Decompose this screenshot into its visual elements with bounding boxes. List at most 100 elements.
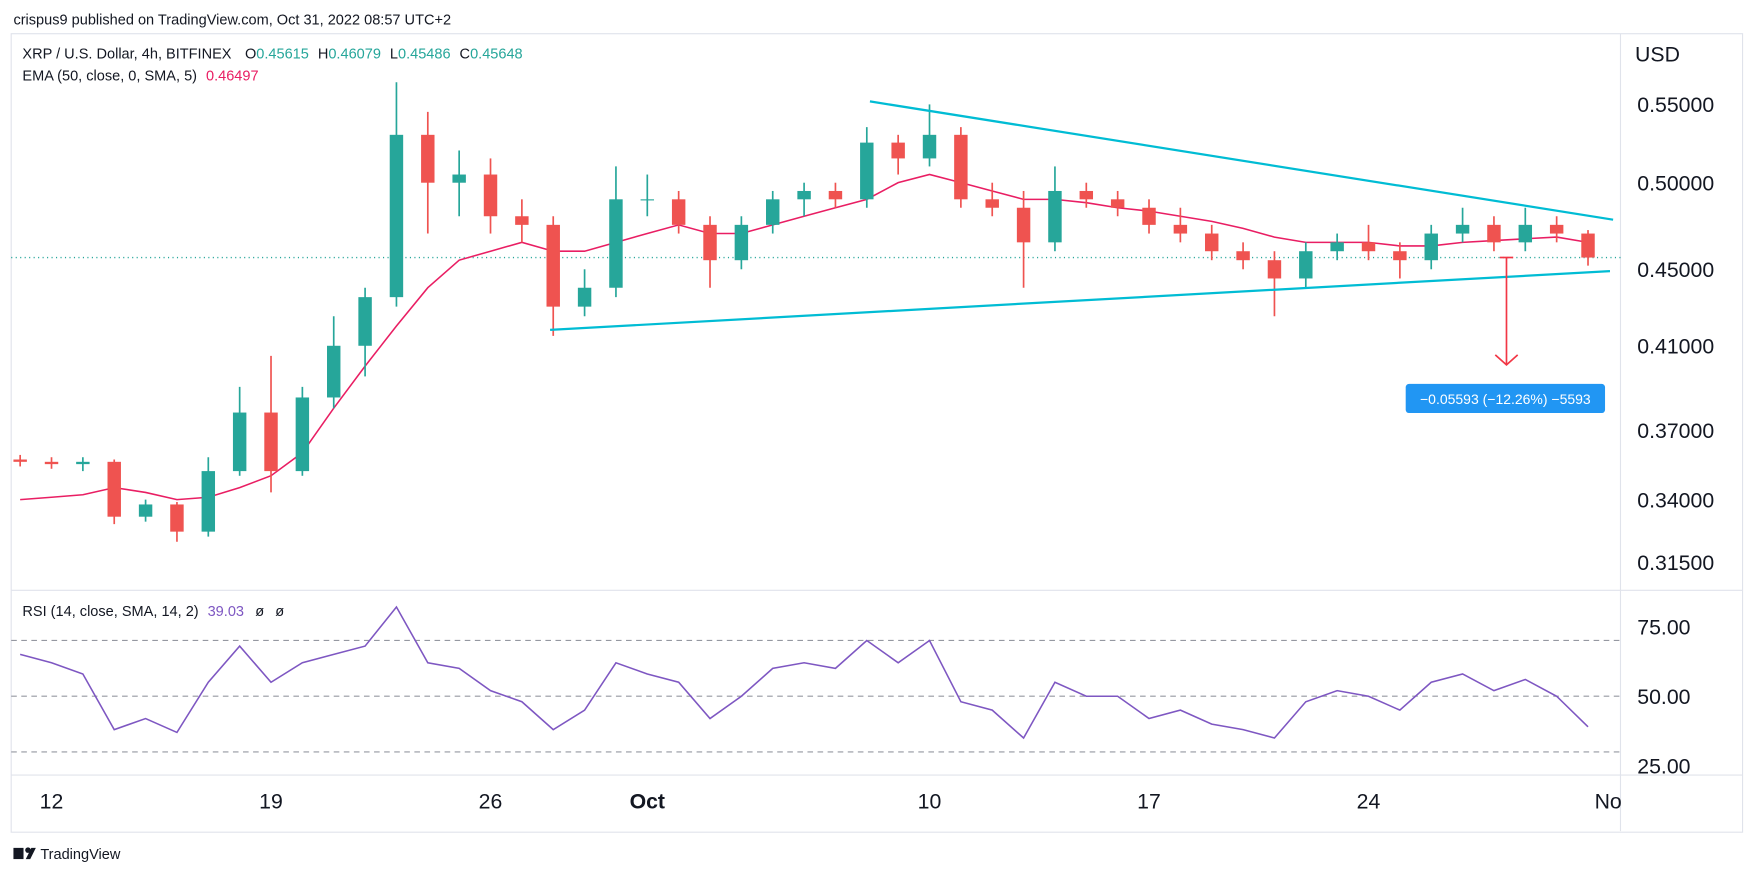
legend-key: H xyxy=(318,46,329,62)
candle-body xyxy=(1236,251,1250,261)
candle-body xyxy=(828,190,843,200)
y-tick-label: 50.00 xyxy=(1637,685,1690,709)
x-tick-label: 10 xyxy=(918,790,942,814)
candle-body xyxy=(1079,190,1094,200)
candle-body xyxy=(358,297,372,346)
legend-name: RSI (14, close, SMA, 14, 2) xyxy=(22,604,198,620)
legend: EMA (50, close, 0, SMA, 5) 0.46497 xyxy=(22,69,258,85)
candle-body xyxy=(1549,224,1564,234)
candle-body xyxy=(327,345,341,398)
header: crispus9 published on TradingView.com, O… xyxy=(13,13,451,29)
candle-body xyxy=(860,142,874,200)
candle-body xyxy=(1581,233,1595,258)
candle-body xyxy=(1361,242,1376,252)
candle-body xyxy=(1173,224,1188,234)
legend-extra: ø xyxy=(275,604,284,620)
legend-title: XRP / U.S. Dollar, 4h, BITFINEX xyxy=(22,46,231,62)
measure-arrowhead xyxy=(1494,354,1519,367)
y-tick-label: 0.31500 xyxy=(1637,551,1714,575)
candle-body xyxy=(1518,224,1533,243)
candle-body xyxy=(734,224,749,261)
trendline xyxy=(869,100,1614,221)
candle-body xyxy=(76,461,90,465)
candle-body xyxy=(1142,207,1156,225)
candle-body xyxy=(577,287,592,307)
x-tick-label: 12 xyxy=(40,790,64,814)
y-tick-label: 0.41000 xyxy=(1637,335,1714,359)
candle-body xyxy=(107,461,121,517)
measure-label: −0.05593 (−12.26%) −5593 xyxy=(1420,391,1591,407)
candle-body xyxy=(766,199,780,225)
trendline xyxy=(550,269,1611,332)
candle-body xyxy=(546,224,560,307)
legend-extra: ø xyxy=(255,604,264,620)
legend-value: 0.46079 xyxy=(328,46,381,62)
y-tick-label: 0.55000 xyxy=(1637,93,1714,117)
candle-body xyxy=(452,174,466,183)
candle-body xyxy=(295,397,310,472)
candle-body xyxy=(138,504,153,517)
candle-body xyxy=(421,134,435,183)
y-tick-label: 0.45000 xyxy=(1637,258,1714,282)
x-tick-label: 24 xyxy=(1357,790,1381,814)
candle-body xyxy=(1205,233,1219,252)
measure-label-box xyxy=(1405,383,1606,414)
candle-body xyxy=(515,216,529,225)
legend-key: L xyxy=(390,46,398,62)
candle-body xyxy=(797,190,811,200)
footer: TradingView xyxy=(40,847,121,863)
candle-body xyxy=(1424,233,1438,261)
candle-body xyxy=(264,412,278,472)
candle-body xyxy=(954,134,968,200)
x-tick-label: Oct xyxy=(630,790,665,814)
candle-body xyxy=(1110,199,1125,208)
legend-name: EMA (50, close, 0, SMA, 5) xyxy=(22,69,197,85)
candle-body xyxy=(609,199,623,288)
candle-body xyxy=(985,199,999,208)
candle-body xyxy=(1393,251,1407,261)
candle-body xyxy=(922,134,937,159)
candle-body xyxy=(1016,207,1031,243)
legend: XRP / U.S. Dollar, 4h, BITFINEX O0.45615 H… xyxy=(22,46,522,62)
legend-value: 0.45486 xyxy=(398,46,451,62)
candle-body xyxy=(44,461,59,465)
candle-body xyxy=(671,199,686,225)
y-tick-label: 0.34000 xyxy=(1637,488,1714,512)
y-tick-label: 25.00 xyxy=(1637,755,1690,779)
y-tick-label: 0.50000 xyxy=(1637,172,1714,196)
y-tick-label: 0.37000 xyxy=(1637,419,1714,443)
indicator-line xyxy=(20,173,1589,501)
candle-body xyxy=(1267,260,1282,279)
axis-unit: USD xyxy=(1635,43,1680,67)
candle-body xyxy=(201,471,216,532)
candle-body xyxy=(483,174,498,217)
legend-value: 0.45615 xyxy=(256,46,309,62)
candle-body xyxy=(703,224,717,261)
candle-body xyxy=(640,199,655,201)
legend: RSI (14, close, SMA, 14, 2) 39.03 ø ø xyxy=(22,604,284,620)
candle-body xyxy=(1048,190,1062,243)
candle-body xyxy=(232,412,247,472)
candle-body xyxy=(13,459,27,462)
logo xyxy=(13,847,36,860)
x-tick-label: No xyxy=(1595,790,1622,814)
candle-body xyxy=(1299,251,1313,279)
x-tick-label: 26 xyxy=(479,790,503,814)
legend-value: 0.46497 xyxy=(206,69,259,85)
candle-body xyxy=(1487,224,1501,243)
legend-key: C xyxy=(460,46,471,62)
candle-body xyxy=(170,504,184,532)
candle-body xyxy=(891,142,905,159)
x-tick-label: 17 xyxy=(1137,790,1161,814)
x-tick-label: 19 xyxy=(259,790,283,814)
legend-value: 0.45648 xyxy=(470,46,523,62)
frame xyxy=(10,33,1744,833)
candle-body xyxy=(1455,224,1470,234)
candle-body xyxy=(389,134,404,298)
legend-value: 39.03 xyxy=(208,604,244,620)
indicator-line xyxy=(19,605,1589,740)
legend-key: O xyxy=(245,46,256,62)
